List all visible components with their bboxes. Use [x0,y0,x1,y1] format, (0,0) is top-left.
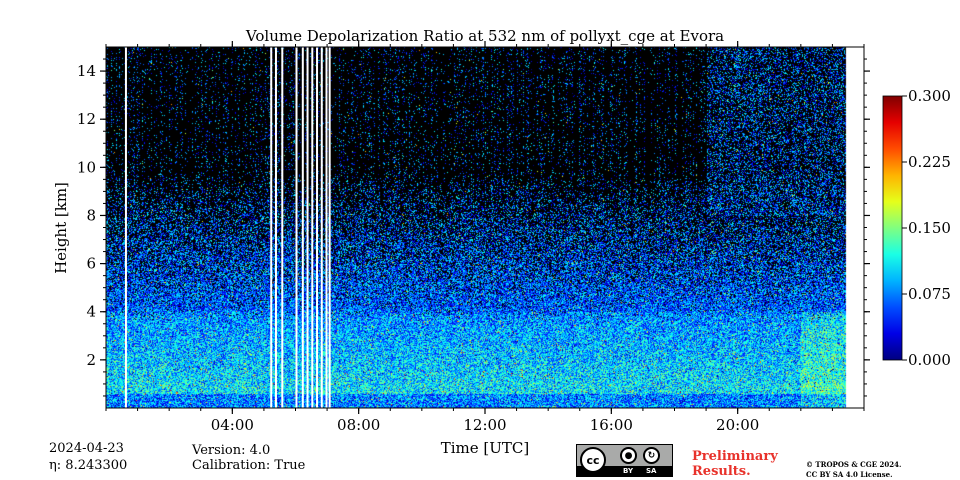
by-label: BY [623,467,634,475]
version-label: Version: 4.0 [192,443,271,458]
gap-stripe-9 [320,47,323,408]
colorbar-tick-label: 0.225 [908,153,951,171]
x-tick-label: 20:00 [716,416,759,434]
gap-stripe-3 [281,47,284,408]
preliminary-line-1: Preliminary [692,449,778,464]
cc-icon: cc [580,447,606,473]
x-axis-label: Time [UTC] [441,439,530,457]
preliminary-notice: Preliminary Results. [692,449,778,479]
copyright-notice: © TROPOS & CGE 2024. CC BY SA 4.0 Licens… [806,460,901,480]
share-alike-icon: ↻ [643,447,660,464]
y-tick-label: 14 [77,62,96,80]
colorbar-tick-label: 0.300 [908,87,951,105]
colorbar-tick-label: 0.150 [908,219,951,237]
gap-stripe-6 [306,47,309,408]
gap-stripe-8 [316,47,319,408]
sa-label: SA [646,467,657,475]
colorbar-tick-label: 0.075 [908,285,951,303]
cc-by-sa-badge: cc ● ↻ BY SA [576,444,673,477]
copyright-line-2: CC BY SA 4.0 License. [806,470,893,479]
y-tick-label: 6 [86,255,96,273]
gap-stripe-1 [270,47,273,408]
gap-stripe-4 [295,47,298,408]
gap-stripe-7 [311,47,314,408]
y-axis-label: Height [km] [52,182,70,274]
colorbar-tick-label: 0.000 [908,351,951,369]
x-tick-label: 04:00 [211,416,254,434]
chart-title: Volume Depolarization Ratio at 532 nm of… [245,27,724,45]
y-tick-label: 4 [86,303,96,321]
x-tick-label: 08:00 [337,416,380,434]
gap-stripe-2 [274,47,277,408]
plot-area [106,47,864,408]
heatmap-raster [106,47,864,408]
badge-bar [577,466,672,476]
person-icon: ● [620,447,637,464]
colorbar [882,95,903,361]
gap-stripe-5 [301,47,304,408]
x-tick-label: 16:00 [590,416,633,434]
x-tick-label: 12:00 [463,416,506,434]
eta-label: η: 8.243300 [49,458,128,473]
calibration-label: Calibration: True [192,458,306,473]
preliminary-line-2: Results. [692,464,751,479]
y-tick-label: 12 [77,110,96,128]
date-label: 2024-04-23 [49,441,124,456]
copyright-line-1: © TROPOS & CGE 2024. [806,460,902,469]
gap-stripe-0 [124,47,127,408]
y-tick-label: 10 [77,158,96,176]
gap-stripe-10 [325,47,328,408]
gap-stripe-11 [328,47,331,408]
y-tick-label: 2 [86,351,96,369]
y-tick-label: 8 [86,206,96,224]
